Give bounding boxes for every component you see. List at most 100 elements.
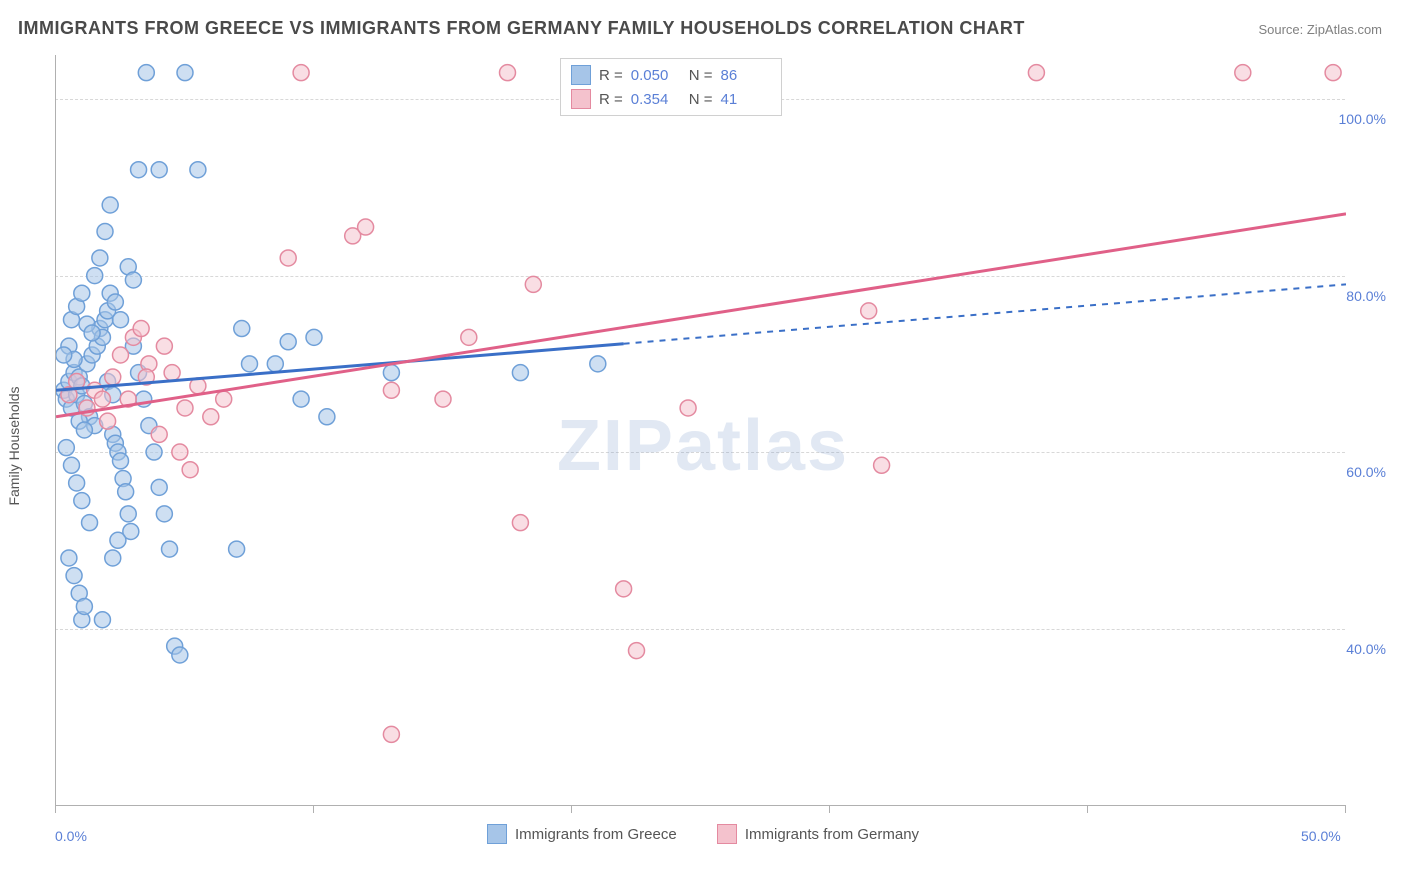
scatter-point-greece [162, 541, 178, 557]
r-label: R = [599, 91, 623, 108]
scatter-point-germany [525, 276, 541, 292]
scatter-point-germany [1235, 65, 1251, 81]
regression-line-germany [56, 214, 1346, 417]
scatter-point-greece [69, 475, 85, 491]
scatter-point-greece [76, 422, 92, 438]
r-value-greece: 0.050 [631, 67, 681, 84]
scatter-point-germany [100, 413, 116, 429]
swatch-germany [571, 89, 591, 109]
scatter-point-germany [293, 65, 309, 81]
scatter-point-germany [182, 462, 198, 478]
scatter-point-greece [82, 515, 98, 531]
scatter-point-germany [1028, 65, 1044, 81]
y-tick-label: 100.0% [1339, 111, 1386, 127]
scatter-point-germany [164, 365, 180, 381]
scatter-point-greece [120, 506, 136, 522]
scatter-point-greece [113, 453, 129, 469]
legend-label-germany: Immigrants from Germany [745, 826, 919, 843]
scatter-point-greece [319, 409, 335, 425]
scatter-point-greece [125, 272, 141, 288]
scatter-point-greece [63, 457, 79, 473]
scatter-point-greece [66, 568, 82, 584]
scatter-point-greece [84, 325, 100, 341]
scatter-point-greece [74, 285, 90, 301]
series-legend: Immigrants from Greece Immigrants from G… [0, 824, 1406, 848]
scatter-point-greece [234, 321, 250, 337]
x-tick-mark [313, 805, 314, 813]
source-label: Source: ZipAtlas.com [1258, 22, 1382, 37]
scatter-point-greece [87, 268, 103, 284]
scatter-point-germany [461, 329, 477, 345]
scatter-point-greece [92, 250, 108, 266]
scatter-point-greece [229, 541, 245, 557]
scatter-point-germany [435, 391, 451, 407]
regression-line-dashed-greece [624, 284, 1346, 343]
chart-container: IMMIGRANTS FROM GREECE VS IMMIGRANTS FRO… [0, 0, 1406, 892]
scatter-point-germany [861, 303, 877, 319]
scatter-point-greece [58, 440, 74, 456]
scatter-svg [56, 55, 1346, 805]
n-value-germany: 41 [721, 91, 771, 108]
scatter-point-germany [874, 457, 890, 473]
n-label: N = [689, 91, 713, 108]
scatter-point-germany [680, 400, 696, 416]
scatter-point-greece [110, 532, 126, 548]
scatter-point-germany [500, 65, 516, 81]
scatter-point-germany [133, 321, 149, 337]
scatter-point-germany [512, 515, 528, 531]
scatter-point-germany [383, 382, 399, 398]
scatter-point-greece [76, 598, 92, 614]
y-axis-label: Family Households [6, 386, 22, 505]
scatter-point-greece [151, 162, 167, 178]
scatter-point-germany [629, 643, 645, 659]
scatter-point-greece [61, 550, 77, 566]
scatter-point-greece [590, 356, 606, 372]
y-tick-label: 60.0% [1346, 464, 1386, 480]
scatter-point-greece [56, 347, 72, 363]
scatter-point-greece [97, 223, 113, 239]
scatter-point-greece [131, 162, 147, 178]
scatter-point-germany [383, 726, 399, 742]
scatter-point-greece [190, 162, 206, 178]
swatch-greece [487, 824, 507, 844]
x-tick-mark [1345, 805, 1346, 813]
n-label: N = [689, 67, 713, 84]
scatter-point-greece [306, 329, 322, 345]
scatter-point-greece [156, 506, 172, 522]
y-tick-label: 40.0% [1346, 641, 1386, 657]
scatter-point-germany [151, 426, 167, 442]
scatter-point-greece [383, 365, 399, 381]
scatter-point-greece [102, 197, 118, 213]
legend-label-greece: Immigrants from Greece [515, 826, 677, 843]
correlation-legend: R = 0.050 N = 86 R = 0.354 N = 41 [560, 58, 782, 116]
chart-title: IMMIGRANTS FROM GREECE VS IMMIGRANTS FRO… [18, 18, 1025, 39]
scatter-point-germany [203, 409, 219, 425]
n-value-greece: 86 [721, 67, 771, 84]
scatter-point-greece [280, 334, 296, 350]
x-tick-label: 50.0% [1301, 828, 1341, 844]
scatter-point-germany [94, 391, 110, 407]
scatter-point-greece [512, 365, 528, 381]
r-value-germany: 0.354 [631, 91, 681, 108]
scatter-point-greece [146, 444, 162, 460]
scatter-point-greece [113, 312, 129, 328]
swatch-greece [571, 65, 591, 85]
scatter-point-greece [151, 479, 167, 495]
scatter-point-germany [172, 444, 188, 460]
x-tick-mark [1087, 805, 1088, 813]
legend-row-greece: R = 0.050 N = 86 [571, 63, 771, 87]
scatter-point-germany [616, 581, 632, 597]
scatter-point-greece [94, 612, 110, 628]
scatter-point-germany [177, 400, 193, 416]
scatter-point-greece [172, 647, 188, 663]
scatter-point-germany [358, 219, 374, 235]
scatter-point-greece [267, 356, 283, 372]
x-tick-mark [829, 805, 830, 813]
scatter-point-greece [107, 294, 123, 310]
y-tick-label: 80.0% [1346, 288, 1386, 304]
x-tick-mark [55, 805, 56, 813]
scatter-point-greece [242, 356, 258, 372]
legend-row-germany: R = 0.354 N = 41 [571, 87, 771, 111]
scatter-point-germany [280, 250, 296, 266]
scatter-point-greece [138, 65, 154, 81]
